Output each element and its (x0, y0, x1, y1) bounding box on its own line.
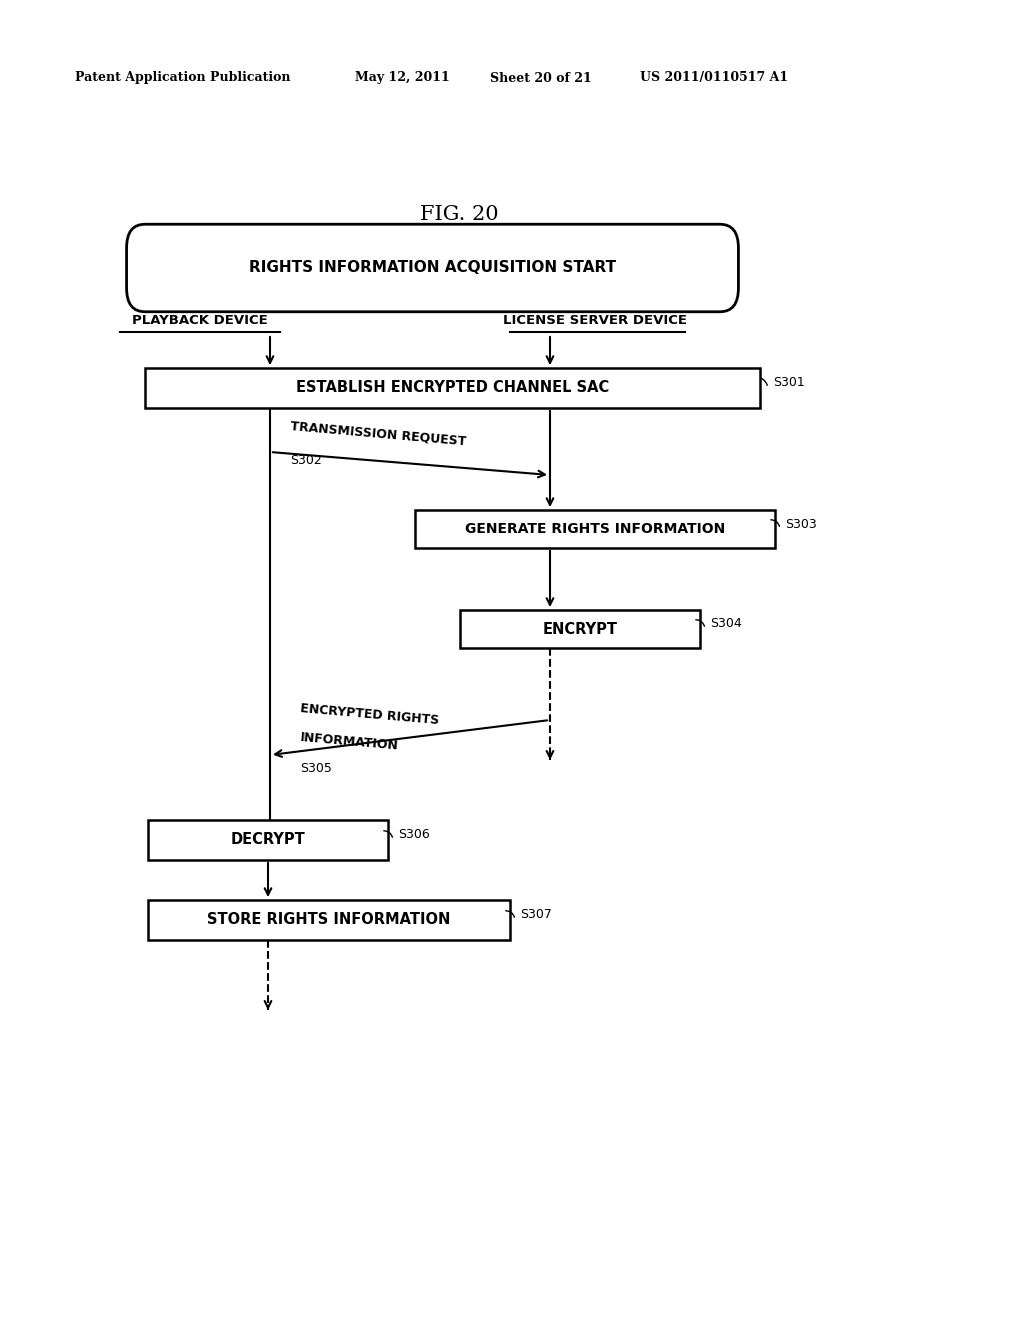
Text: Patent Application Publication: Patent Application Publication (75, 71, 291, 84)
Text: Sheet 20 of 21: Sheet 20 of 21 (490, 71, 592, 84)
FancyBboxPatch shape (127, 224, 738, 312)
Text: INFORMATION: INFORMATION (300, 731, 399, 752)
Text: S307: S307 (520, 908, 552, 921)
Text: STORE RIGHTS INFORMATION: STORE RIGHTS INFORMATION (207, 912, 451, 928)
Text: ESTABLISH ENCRYPTED CHANNEL SAC: ESTABLISH ENCRYPTED CHANNEL SAC (296, 380, 609, 396)
Text: TRANSMISSION REQUEST: TRANSMISSION REQUEST (290, 420, 467, 449)
Text: S301: S301 (773, 376, 805, 389)
Text: May 12, 2011: May 12, 2011 (355, 71, 450, 84)
Text: ENCRYPTED RIGHTS: ENCRYPTED RIGHTS (300, 702, 440, 727)
Text: S305: S305 (300, 762, 332, 775)
Text: S303: S303 (785, 517, 817, 531)
Text: GENERATE RIGHTS INFORMATION: GENERATE RIGHTS INFORMATION (465, 521, 725, 536)
Text: LICENSE SERVER DEVICE: LICENSE SERVER DEVICE (503, 314, 687, 326)
Text: PLAYBACK DEVICE: PLAYBACK DEVICE (132, 314, 268, 326)
Text: DECRYPT: DECRYPT (230, 833, 305, 847)
Text: S302: S302 (290, 454, 322, 466)
Bar (148, 820, 388, 861)
Text: RIGHTS INFORMATION ACQUISITION START: RIGHTS INFORMATION ACQUISITION START (249, 260, 616, 276)
Text: ENCRYPT: ENCRYPT (543, 622, 617, 636)
Text: US 2011/0110517 A1: US 2011/0110517 A1 (640, 71, 788, 84)
Bar (145, 368, 760, 408)
Text: S304: S304 (710, 618, 741, 631)
Bar (460, 610, 700, 648)
Text: FIG. 20: FIG. 20 (420, 206, 499, 224)
Text: S306: S306 (398, 829, 430, 842)
Bar (415, 510, 775, 548)
Bar (148, 900, 510, 940)
